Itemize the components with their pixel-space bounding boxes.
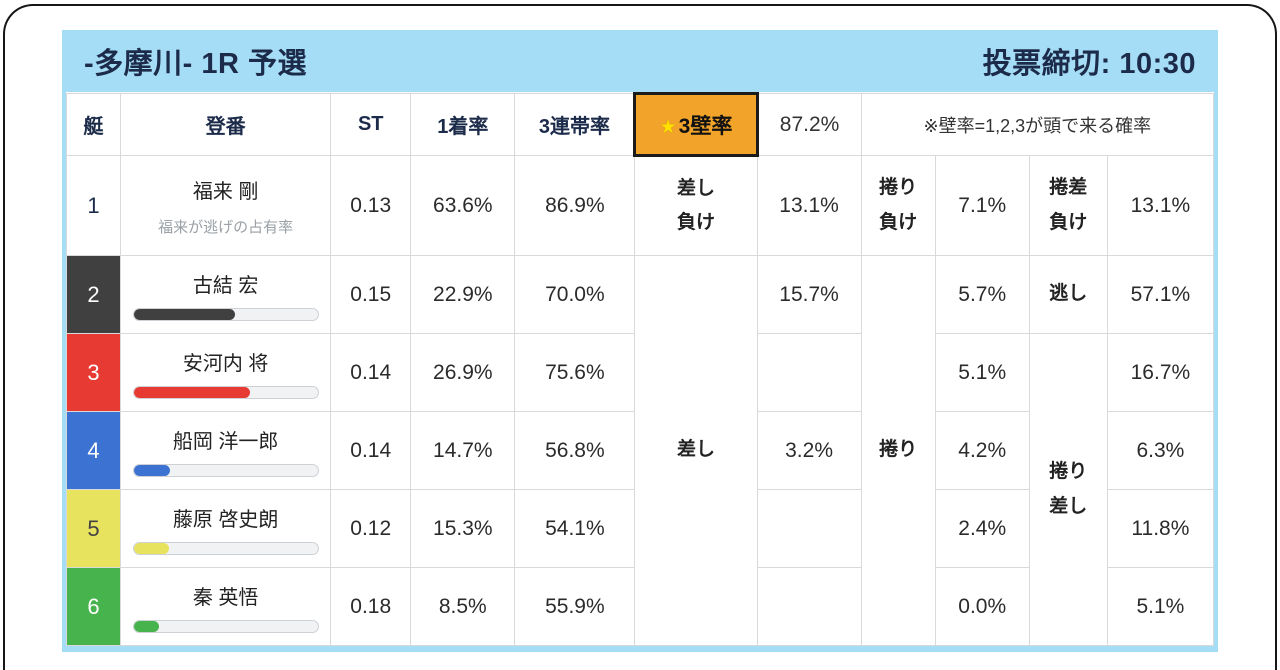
racer-name: 福来 剛 bbox=[192, 180, 259, 203]
ren3-rate: 75.6% bbox=[514, 333, 636, 412]
kimarite-rate: 16.7% bbox=[1106, 333, 1215, 412]
racer-name: 秦 英悟 bbox=[192, 586, 259, 609]
wall-rate-value: 87.2% bbox=[756, 93, 862, 156]
kimarite-rate: 0.0% bbox=[934, 567, 1030, 646]
col-header-st: ST bbox=[330, 93, 412, 156]
wall-rate-label: 3壁率 bbox=[678, 114, 733, 138]
kimarite-label-merged: 捲り 差し bbox=[1028, 333, 1108, 646]
racer-cell: 福来 剛 福来が逃げの占有率 bbox=[120, 155, 332, 256]
boat-number: 4 bbox=[65, 411, 122, 490]
racer-cell: 船岡 洋一郎 bbox=[120, 411, 332, 490]
ren3-rate: 70.0% bbox=[514, 255, 636, 334]
col-header-reg: 登番 bbox=[120, 93, 332, 156]
kimarite-label: 差し 負け bbox=[634, 155, 758, 256]
boat-number: 3 bbox=[65, 333, 122, 412]
table-row: 5 藤原 啓史朗 0.12 15.3% 54.1% 2.4% 11.8% bbox=[65, 489, 1215, 568]
kimarite-rate: 15.7% bbox=[756, 255, 862, 334]
table-row: 2 古結 宏 0.15 22.9% 70.0% 差し 15.7% 捲り bbox=[65, 255, 1215, 646]
kimarite-label-merged: 捲り bbox=[860, 255, 936, 646]
col-header-boat: 艇 bbox=[65, 93, 122, 156]
ren3-rate: 56.8% bbox=[514, 411, 636, 490]
stat-bar bbox=[132, 385, 319, 399]
race-card: -多摩川- 1R 予選 投票締切: 10:30 艇 登番 ST 1着率 bbox=[62, 30, 1218, 652]
kimarite-rate: 6.3% bbox=[1106, 411, 1215, 490]
table-row: 1 福来 剛 福来が逃げの占有率 0.13 63.6% 86.9% 差し 負け … bbox=[65, 155, 1215, 256]
kimarite-rate bbox=[756, 333, 862, 412]
kimarite-rate: 4.2% bbox=[934, 411, 1030, 490]
st-value: 0.18 bbox=[330, 567, 412, 646]
kimarite-label: 逃し bbox=[1028, 255, 1108, 334]
table-wrap: 艇 登番 ST 1着率 3連帯率 ★3壁率 87.2% ※壁率=1,2,3が頭で… bbox=[62, 92, 1218, 652]
boat-number: 6 bbox=[65, 567, 122, 646]
win1-rate: 15.3% bbox=[410, 489, 516, 568]
stat-bar bbox=[132, 619, 319, 633]
win1-rate: 26.9% bbox=[410, 333, 516, 412]
racer-cell: 古結 宏 bbox=[120, 255, 332, 334]
stats-table: 艇 登番 ST 1着率 3連帯率 ★3壁率 87.2% ※壁率=1,2,3が頭で… bbox=[65, 92, 1215, 646]
stat-bar-fill bbox=[133, 464, 171, 476]
kimarite-rate: 7.1% bbox=[934, 155, 1030, 256]
win1-rate: 22.9% bbox=[410, 255, 516, 334]
vote-deadline: 投票締切: 10:30 bbox=[982, 48, 1196, 80]
kimarite-label: 捲差 負け bbox=[1028, 155, 1108, 256]
boat-number: 1 bbox=[65, 155, 122, 256]
win1-rate: 8.5% bbox=[410, 567, 516, 646]
st-value: 0.13 bbox=[330, 155, 412, 256]
boat-number: 2 bbox=[65, 255, 122, 334]
ren3-rate: 54.1% bbox=[514, 489, 636, 568]
stat-bar-fill bbox=[133, 620, 160, 632]
boat-number: 5 bbox=[65, 489, 122, 568]
kimarite-rate: 13.1% bbox=[756, 155, 862, 256]
card-header: -多摩川- 1R 予選 投票締切: 10:30 bbox=[62, 30, 1218, 92]
race-title: -多摩川- 1R 予選 bbox=[84, 48, 308, 80]
kimarite-rate: 2.4% bbox=[934, 489, 1030, 568]
st-value: 0.12 bbox=[330, 489, 412, 568]
stat-bar bbox=[132, 307, 319, 321]
kimarite-rate: 11.8% bbox=[1106, 489, 1215, 568]
screenshot-frame: -多摩川- 1R 予選 投票締切: 10:30 艇 登番 ST 1着率 bbox=[3, 4, 1277, 670]
racer-cell: 安河内 将 bbox=[120, 333, 332, 412]
table-row: 6 秦 英悟 0.18 8.5% 55.9% 0.0% 5.1% bbox=[65, 567, 1215, 646]
st-value: 0.14 bbox=[330, 333, 412, 412]
header-row: 艇 登番 ST 1着率 3連帯率 ★3壁率 87.2% ※壁率=1,2,3が頭で… bbox=[65, 92, 1215, 157]
wall-rate-toggle[interactable]: ★3壁率 bbox=[633, 92, 759, 157]
kimarite-rate bbox=[756, 567, 862, 646]
stat-bar bbox=[132, 541, 319, 555]
kimarite-label-merged: 差し bbox=[634, 255, 758, 646]
win1-rate: 63.6% bbox=[410, 155, 516, 256]
kimarite-rate: 5.1% bbox=[1106, 567, 1215, 646]
stat-bar-fill bbox=[133, 386, 250, 398]
table-row: 3 安河内 将 0.14 26.9% 75.6% 5.1% 捲り 差し bbox=[65, 333, 1215, 646]
ren3-rate: 86.9% bbox=[514, 155, 636, 256]
racer-name: 古結 宏 bbox=[192, 274, 259, 297]
stat-bar-fill bbox=[133, 542, 169, 554]
racer-cell: 秦 英悟 bbox=[120, 567, 332, 646]
racer-cell: 藤原 啓史朗 bbox=[120, 489, 332, 568]
kimarite-label: 捲り 負け bbox=[860, 155, 936, 256]
ren3-rate: 55.9% bbox=[514, 567, 636, 646]
kimarite-rate: 13.1% bbox=[1106, 155, 1215, 256]
kimarite-rate: 57.1% bbox=[1106, 255, 1215, 334]
st-value: 0.15 bbox=[330, 255, 412, 334]
stat-bar-fill bbox=[133, 308, 235, 320]
table-row: 4 船岡 洋一郎 0.14 14.7% 56.8% 3.2% 4.2% 6.3% bbox=[65, 411, 1215, 490]
kimarite-rate: 3.2% bbox=[756, 411, 862, 490]
kimarite-rate: 5.1% bbox=[934, 333, 1030, 412]
st-value: 0.14 bbox=[330, 411, 412, 490]
kimarite-rate: 5.7% bbox=[934, 255, 1030, 334]
kimarite-rate bbox=[756, 489, 862, 568]
racer-subtitle: 福来が逃げの占有率 bbox=[158, 218, 294, 236]
wall-rate-note: ※壁率=1,2,3が頭で来る確率 bbox=[860, 93, 1215, 156]
racer-name: 船岡 洋一郎 bbox=[172, 430, 279, 453]
racer-name: 藤原 啓史朗 bbox=[172, 508, 279, 531]
star-icon: ★ bbox=[659, 116, 677, 138]
col-header-win1: 1着率 bbox=[410, 93, 516, 156]
col-header-ren3: 3連帯率 bbox=[514, 93, 636, 156]
racer-name: 安河内 将 bbox=[182, 352, 269, 375]
win1-rate: 14.7% bbox=[410, 411, 516, 490]
stat-bar bbox=[132, 463, 319, 477]
